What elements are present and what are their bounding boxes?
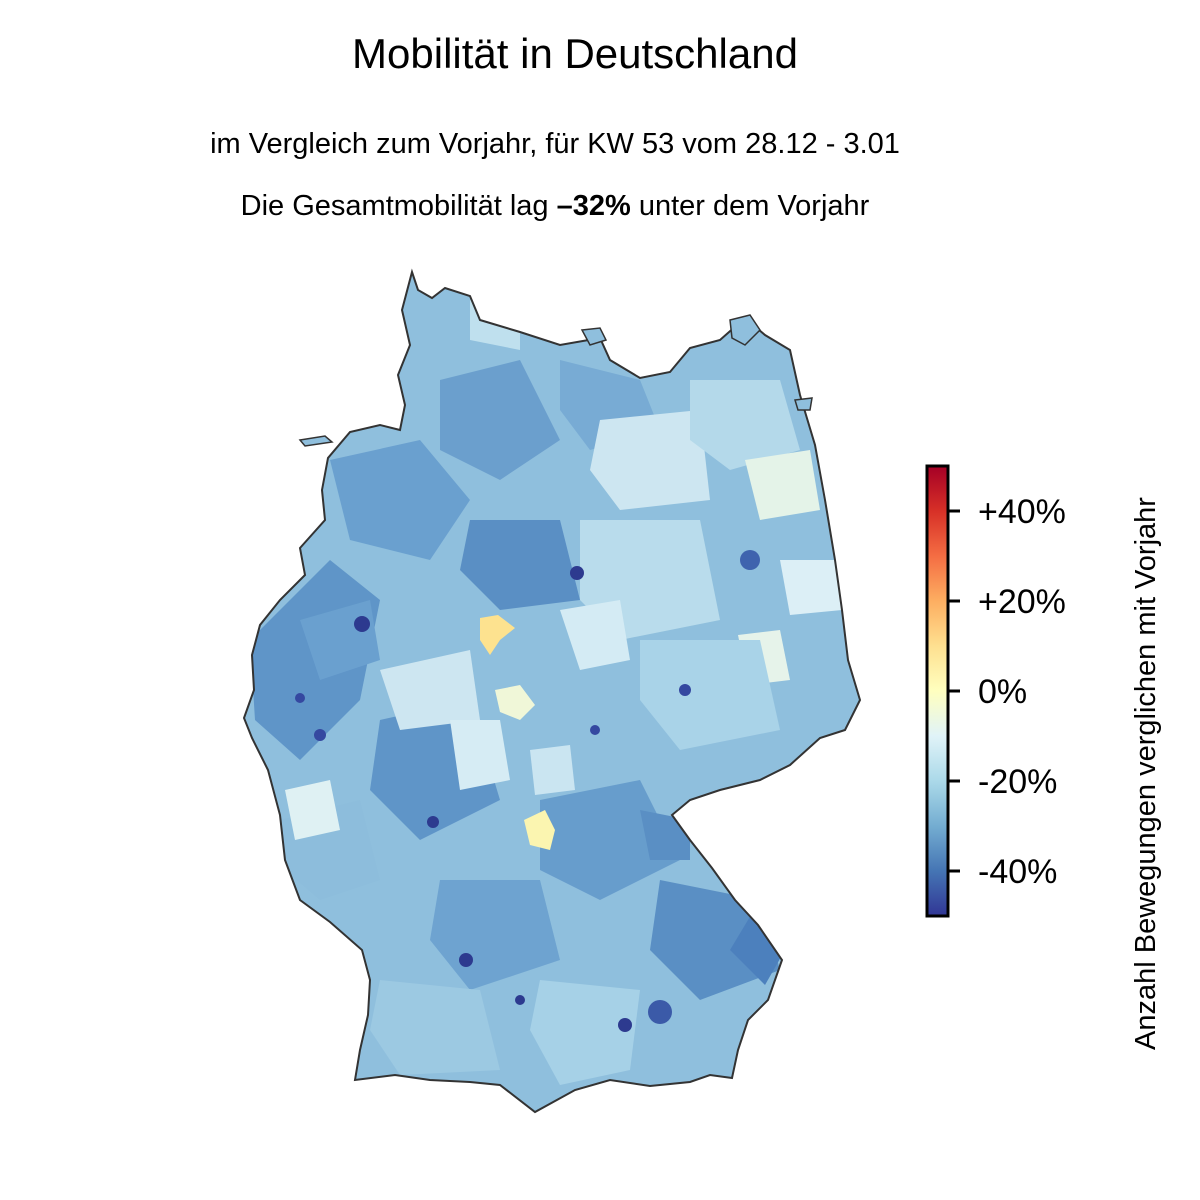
city-dark-spot	[570, 566, 584, 580]
city-dark-spot	[740, 550, 760, 570]
colorbar-tick-label: +40%	[978, 493, 1066, 531]
colorbar-tick-label: 0%	[978, 673, 1027, 711]
district-region	[730, 900, 785, 985]
island	[794, 397, 813, 411]
germany-country-shape	[242, 268, 862, 1114]
district-positive	[480, 615, 515, 655]
district-region	[640, 640, 780, 750]
island	[580, 327, 608, 346]
city-dark-spot	[648, 1000, 672, 1024]
city-dark-spot	[295, 693, 305, 703]
map-subtitle: im Vergleich zum Vorjahr, für KW 53 vom …	[210, 128, 900, 160]
colorbar-tick-label: -40%	[978, 853, 1057, 891]
city-dark-spot	[679, 684, 691, 696]
city-dark-spot	[314, 729, 326, 741]
colorbar-gradient	[925, 464, 950, 918]
district-positive	[524, 810, 555, 850]
district-region	[560, 600, 630, 670]
city-dark-spot	[459, 953, 473, 967]
district-region	[590, 410, 710, 510]
island	[298, 435, 334, 447]
district-region	[285, 780, 340, 840]
city-dark-spot	[427, 816, 439, 828]
colorbar-tick-label: +20%	[978, 583, 1066, 621]
district-region	[540, 780, 680, 900]
city-dark-spot	[515, 995, 525, 1005]
colorbar: +40% +20% 0% -20% -40%	[925, 464, 1066, 918]
summary-suffix: unter dem Vorjahr	[638, 190, 870, 222]
city-dark-spot	[354, 616, 370, 632]
district-region	[460, 520, 580, 610]
district-region	[780, 560, 842, 615]
district-region	[370, 980, 500, 1075]
colorbar-label: Anzahl Bewegungen verglichen mit Vorjahr	[1130, 497, 1162, 1050]
germany-outline	[242, 268, 862, 1114]
summary-value: –32%	[556, 190, 631, 222]
summary-line: Die Gesamtmobilität lag –32% unter dem V…	[0, 190, 1110, 223]
city-dark-spot	[618, 1018, 632, 1032]
island	[729, 314, 761, 346]
district-region	[745, 450, 820, 520]
summary-prefix: Die Gesamtmobilität lag	[240, 190, 549, 222]
district-region	[440, 360, 560, 480]
district-region	[530, 745, 575, 795]
district-positive	[495, 685, 535, 720]
district-region	[380, 650, 480, 730]
district-region	[690, 380, 800, 470]
city-dark-spot	[590, 725, 600, 735]
district-region	[330, 440, 470, 560]
districts	[250, 300, 842, 1085]
map-title: Mobilität in Deutschland	[352, 30, 798, 77]
colorbar-ticks: +40% +20% 0% -20% -40%	[948, 493, 1066, 891]
district-region	[450, 720, 510, 790]
colorbar-tick-label: -20%	[978, 763, 1057, 801]
district-region	[530, 980, 640, 1085]
